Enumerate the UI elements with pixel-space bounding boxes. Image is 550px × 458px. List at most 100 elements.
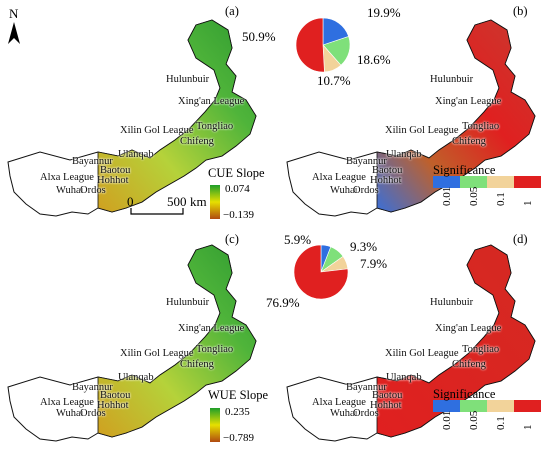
significance-swatch (460, 176, 487, 188)
place-label: Ulanqab (118, 372, 154, 383)
place-label: Alxa League (312, 172, 366, 183)
pie-b-label-blue: 19.9% (367, 5, 401, 20)
significance-swatch (487, 176, 514, 188)
place-label: Chifeng (452, 136, 486, 147)
place-label: Ordos (80, 408, 106, 419)
place-label: Xilin Gol League (120, 348, 194, 359)
significance-swatch (514, 400, 541, 412)
panel-label-c: (c) (225, 232, 239, 246)
place-label: Bayannur (72, 382, 113, 393)
place-label: Alxa League (312, 397, 366, 408)
place-label: Wuhai (330, 185, 358, 196)
place-label: Ulanqab (386, 149, 422, 160)
place-label: Xing'an League (178, 323, 245, 334)
place-label: Xilin Gol League (385, 125, 459, 136)
place-label: Baotou (372, 165, 403, 176)
north-arrow-icon (8, 22, 20, 44)
significance-swatch (514, 176, 541, 188)
place-label: Baotou (100, 165, 131, 176)
significance-tick-label: 1 (522, 200, 534, 207)
significance-swatch (487, 400, 514, 412)
place-label: Hulunbuir (166, 74, 210, 85)
pie-chart-b (295, 17, 351, 73)
place-label: Hohhot (370, 175, 402, 186)
scale-bar (130, 208, 184, 215)
place-label: Tongliao (462, 121, 500, 132)
significance-colorbar-d (433, 400, 541, 412)
scale-unit: km (190, 194, 207, 209)
panel-label-a: (a) (225, 4, 239, 18)
place-label: Chifeng (180, 359, 214, 370)
place-label: Hulunbuir (166, 297, 210, 308)
significance-tick-label: 1 (522, 424, 534, 431)
place-label: Bayannur (72, 156, 113, 167)
place-label: Hohhot (370, 400, 402, 411)
place-label: Xilin Gol League (120, 125, 194, 136)
place-label: Wuhai (330, 408, 358, 419)
scale-tick-0: 0 (127, 194, 134, 209)
place-label: Tongliao (196, 121, 234, 132)
place-label: Hulunbuir (430, 297, 474, 308)
place-label: Hohhot (97, 175, 129, 186)
significance-tick-label: 0.1 (495, 416, 507, 430)
pie-chart-d (293, 244, 349, 300)
place-label: Hohhot (97, 400, 129, 411)
place-label: Ulanqab (118, 149, 154, 160)
place-label: Hulunbuir (430, 74, 474, 85)
pie-d-label-blue: 5.9% (284, 232, 312, 247)
place-label: Wuhai (56, 185, 84, 196)
place-label: Baotou (100, 390, 131, 401)
place-label: Xing'an League (178, 96, 245, 107)
scale-tick-500: 500 (167, 194, 187, 209)
place-label: Xilin Gol League (385, 348, 459, 359)
place-label: Ordos (353, 408, 379, 419)
place-label: Alxa League (40, 172, 94, 183)
place-label: Chifeng (452, 359, 486, 370)
cue-legend-title: CUE Slope (208, 166, 265, 180)
place-label: Tongliao (196, 344, 234, 355)
map-panel-a (7, 19, 257, 217)
place-label: Alxa League (40, 397, 94, 408)
wue-legend-max: 0.235 (225, 406, 250, 418)
place-label: Wuhai (56, 408, 84, 419)
significance-tick-label: 0.1 (495, 192, 507, 206)
cue-legend-min: −0.139 (223, 209, 254, 221)
significance-swatch (433, 400, 460, 412)
cue-legend-max: 0.074 (225, 183, 250, 195)
map-panel-c (7, 244, 257, 442)
significance-tick-label: 0.01 (441, 410, 453, 430)
panel-label-b: (b) (513, 4, 528, 18)
place-label: Ordos (80, 185, 106, 196)
north-label: N (9, 6, 19, 21)
panel-label-d: (d) (513, 232, 528, 246)
pie-b-label-red: 50.9% (242, 29, 276, 44)
significance-title-d: Significance (433, 387, 496, 401)
place-label: Ulanqab (386, 372, 422, 383)
significance-tick-label: 0.05 (468, 410, 480, 430)
pie-d-label-red: 76.9% (266, 295, 300, 310)
significance-swatch (460, 400, 487, 412)
significance-colorbar-b (433, 176, 541, 188)
place-label: Baotou (372, 390, 403, 401)
place-label: Bayannur (346, 156, 387, 167)
place-label: Ordos (353, 185, 379, 196)
wue-legend-min: −0.789 (223, 432, 254, 444)
pie-b-label-green: 18.6% (357, 52, 391, 67)
place-label: Bayannur (346, 382, 387, 393)
pie-b-label-tan: 10.7% (317, 73, 351, 88)
significance-tick-label: 0.05 (468, 186, 480, 206)
place-label: Xing'an League (435, 96, 502, 107)
significance-title-b: Significance (433, 163, 496, 177)
significance-tick-label: 0.01 (441, 186, 453, 206)
place-label: Chifeng (180, 136, 214, 147)
pie-slice (295, 17, 325, 73)
pie-slice (293, 244, 349, 300)
cue-colorbar (210, 185, 220, 219)
place-label: Xing'an League (435, 323, 502, 334)
wue-legend-title: WUE Slope (208, 388, 269, 402)
wue-colorbar (210, 408, 220, 442)
pie-d-label-tan: 7.9% (360, 256, 388, 271)
place-label: Tongliao (462, 344, 500, 355)
pie-d-label-green: 9.3% (350, 239, 378, 254)
